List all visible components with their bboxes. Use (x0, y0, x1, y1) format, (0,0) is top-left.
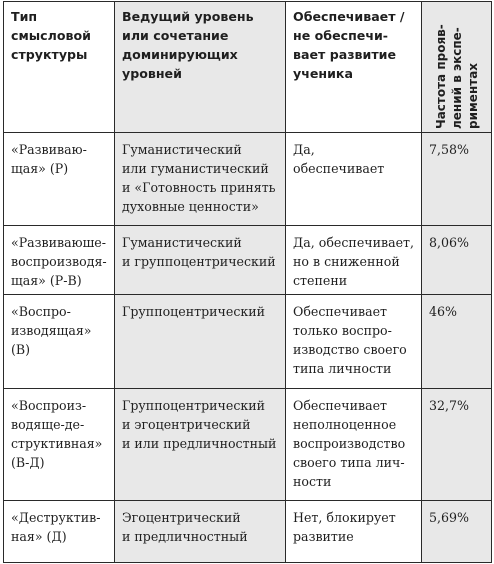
row-level: Эгоцентрический и предличностный (114, 500, 286, 563)
row-type: «Деструктив- ная» (Д) (3, 500, 115, 563)
table-row: «Воспроиз- водяще-де- структивная» (В-Д)… (3, 388, 492, 501)
row-type: «Воспроиз- водяще-де- структивная» (В-Д) (3, 388, 115, 501)
table-row: «Воспро- изводящая» (В) Группоцентрическ… (3, 294, 492, 389)
header-frequency-label: Частота прояв- лений в экспе- риментах (433, 24, 480, 129)
row-provides: Нет, блокирует развитие (285, 500, 422, 563)
header-row: Тип смысловой структуры Ведущий уровень … (3, 1, 492, 133)
row-provides: Да, обеспечивает (285, 132, 422, 226)
header-level: Ведущий уровень или сочетание доминирующ… (114, 1, 286, 133)
row-level: Группоцентрический и эгоцентрический и и… (114, 388, 286, 501)
table-row: «Развиваю- щая» (Р) Гуманистический или … (3, 132, 492, 226)
row-frequency: 46% (421, 294, 492, 389)
row-provides: Обеспечивает только воспро- изводство св… (285, 294, 422, 389)
row-level: Гуманистический и группоцентрический (114, 225, 286, 295)
row-frequency: 8,06% (421, 225, 492, 295)
row-level: Группоцентрический (114, 294, 286, 389)
row-type: «Развиваюше- воспроизводя- щая» (Р-В) (3, 225, 115, 295)
row-provides: Обеспечивает неполноценное воспроизводст… (285, 388, 422, 501)
row-frequency: 5,69% (421, 500, 492, 563)
header-frequency: Частота прояв- лений в экспе- риментах (421, 1, 492, 133)
row-level: Гуманистический или гуманистический и «Г… (114, 132, 286, 226)
header-type: Тип смысловой структуры (3, 1, 115, 133)
semantic-structure-table: Тип смысловой структуры Ведущий уровень … (3, 1, 492, 563)
table-row: «Деструктив- ная» (Д) Эгоцентрический и … (3, 500, 492, 563)
table-row: «Развиваюше- воспроизводя- щая» (Р-В) Гу… (3, 225, 492, 295)
row-frequency: 32,7% (421, 388, 492, 501)
row-provides: Да, обеспечивает, но в сниженной степени (285, 225, 422, 295)
row-type: «Развиваю- щая» (Р) (3, 132, 115, 226)
header-provides: Обеспечивает / не обеспечи- вает развити… (285, 1, 422, 133)
row-type: «Воспро- изводящая» (В) (3, 294, 115, 389)
row-frequency: 7,58% (421, 132, 492, 226)
